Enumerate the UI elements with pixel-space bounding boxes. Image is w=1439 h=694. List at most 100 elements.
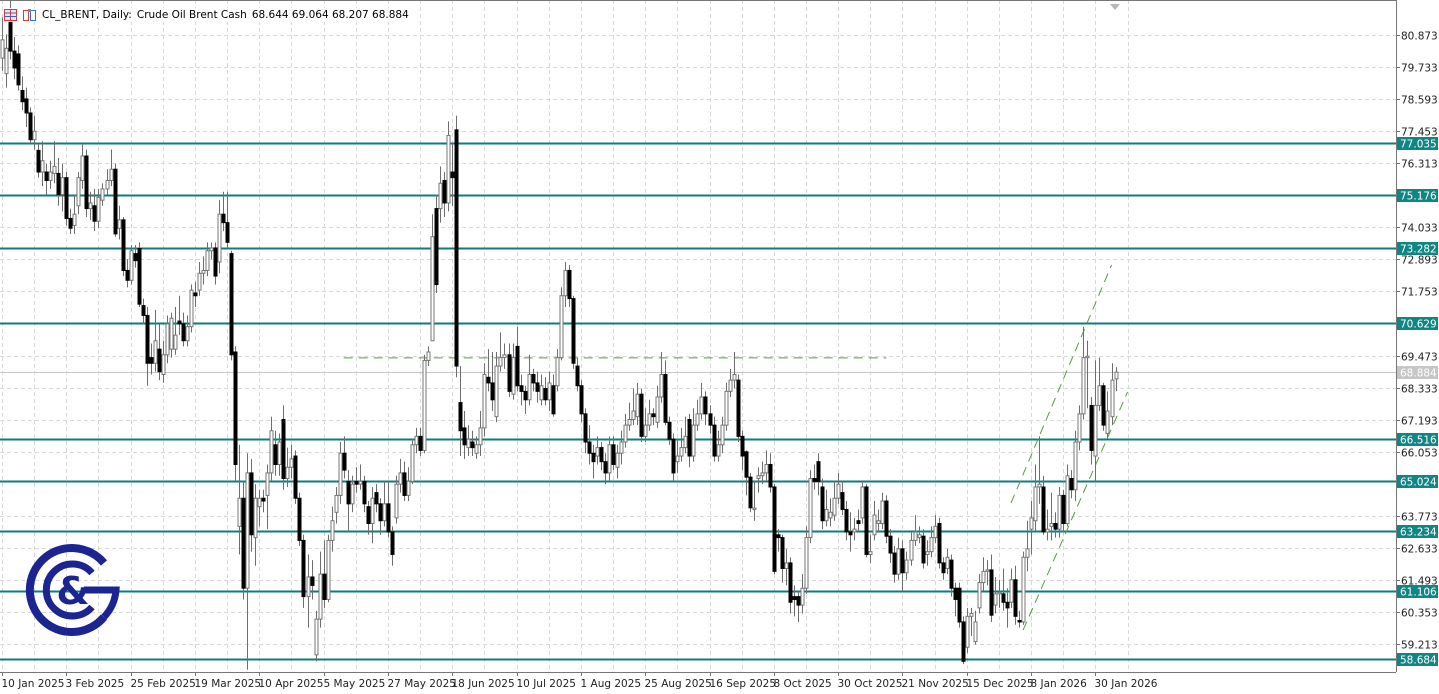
- candle-bullish: [438, 166, 443, 223]
- candle-body: [868, 551, 873, 555]
- candle-bullish: [981, 557, 986, 592]
- candle-bearish: [434, 194, 439, 293]
- candle-bullish: [876, 509, 881, 532]
- level-badge: [1397, 433, 1438, 446]
- candle-bearish: [470, 430, 475, 457]
- candle-body: [410, 444, 415, 482]
- current-price-label: 68.884: [1400, 368, 1437, 380]
- candle-body: [1065, 475, 1070, 525]
- svg-text:&: &: [56, 569, 89, 613]
- candle-body: [997, 591, 1002, 595]
- candle-bullish: [904, 551, 909, 580]
- candle-bearish: [346, 470, 351, 532]
- level-badge: [1397, 475, 1438, 488]
- candle-body: [1021, 556, 1026, 623]
- chart-shift-marker-icon[interactable]: [1110, 4, 1120, 10]
- level-badge: [1397, 653, 1438, 666]
- candle-body: [647, 413, 652, 426]
- candle-body: [555, 357, 560, 387]
- candle-body: [205, 250, 210, 271]
- candle-bullish: [655, 385, 660, 428]
- candle-body: [1101, 385, 1106, 426]
- candle-bullish: [925, 540, 930, 566]
- candle-body: [957, 587, 962, 623]
- candle-body: [909, 539, 914, 561]
- candle-body: [386, 503, 391, 533]
- candle-body: [1061, 494, 1066, 525]
- candle-body: [933, 525, 938, 539]
- candle-bearish: [486, 349, 491, 392]
- candle-body: [941, 562, 946, 574]
- candle-bearish: [937, 517, 942, 569]
- candle-bullish: [1085, 340, 1090, 409]
- candle-bearish: [1041, 475, 1046, 535]
- chart-properties-icon[interactable]: [23, 9, 36, 21]
- candle-body: [716, 444, 721, 457]
- one-click-trading-icon[interactable]: [4, 9, 17, 21]
- y-tick-label: 80.873: [1401, 31, 1438, 43]
- candle-bearish: [458, 366, 463, 457]
- candle-bearish: [1001, 568, 1006, 611]
- candle-body: [937, 523, 942, 564]
- candle-bullish: [201, 256, 206, 285]
- candle-bearish: [24, 87, 29, 128]
- candle-body: [539, 385, 544, 401]
- candle-body: [80, 155, 85, 181]
- candle-body: [201, 269, 206, 274]
- candle-bullish: [189, 284, 194, 333]
- candle-bullish: [0, 17, 5, 71]
- candle-body: [338, 452, 343, 496]
- candle-bullish: [868, 534, 873, 563]
- candle-bearish: [16, 45, 21, 91]
- candle-bearish: [941, 557, 946, 580]
- candle-bullish: [527, 354, 532, 406]
- candle-body: [133, 253, 138, 262]
- level-label: 65.024: [1400, 477, 1437, 489]
- candle-bullish: [675, 439, 680, 473]
- candle-bearish: [712, 416, 717, 462]
- candle-body: [953, 587, 958, 600]
- candle-body: [1053, 523, 1058, 530]
- candle-body: [490, 382, 495, 401]
- candle-bullish: [80, 143, 85, 189]
- candle-bearish: [378, 498, 383, 535]
- candle-body: [671, 438, 676, 474]
- candle-body: [772, 486, 777, 572]
- candle-body: [394, 483, 399, 519]
- candle-bearish: [603, 453, 608, 485]
- candle-body: [330, 520, 335, 541]
- candle-body: [1017, 620, 1022, 623]
- level-badge: [1397, 242, 1438, 255]
- candle-body: [209, 247, 214, 252]
- y-tick-label: 61.493: [1401, 576, 1438, 588]
- candle-body: [1105, 410, 1110, 435]
- candle-bullish: [326, 534, 331, 603]
- candle-body: [760, 472, 765, 477]
- candle-bullish: [973, 610, 978, 645]
- candle-body: [848, 531, 853, 536]
- candle-body: [917, 534, 922, 539]
- y-tick-label: 59.213: [1401, 640, 1438, 652]
- candle-bullish: [129, 245, 134, 285]
- candle-body: [121, 219, 126, 271]
- candle-bearish: [125, 259, 130, 288]
- candle-body: [824, 508, 829, 522]
- candle-bearish: [293, 450, 298, 504]
- candle-bearish: [864, 484, 869, 558]
- candle-bullish: [647, 399, 652, 431]
- candle-bullish: [559, 287, 564, 361]
- candle-bearish: [133, 245, 138, 268]
- candle-body: [306, 576, 311, 598]
- candle-body: [519, 385, 524, 392]
- candle-body: [603, 461, 608, 474]
- candle-body: [535, 382, 540, 392]
- candle-bullish: [917, 526, 922, 544]
- candle-body: [679, 447, 684, 457]
- candle-body: [20, 89, 25, 103]
- candle-body: [639, 393, 644, 437]
- candle-bullish: [1105, 391, 1110, 440]
- candle-body: [474, 444, 479, 454]
- y-tick-label: 68.333: [1401, 384, 1438, 396]
- candle-body: [498, 357, 503, 367]
